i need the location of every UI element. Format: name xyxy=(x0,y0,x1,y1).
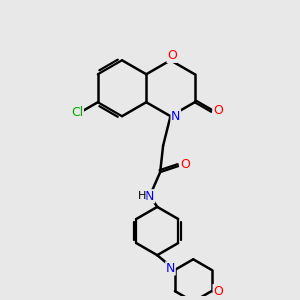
Text: N: N xyxy=(171,110,181,123)
Text: N: N xyxy=(166,262,175,275)
Text: Cl: Cl xyxy=(71,106,83,119)
Text: O: O xyxy=(213,285,223,298)
Text: O: O xyxy=(167,50,177,62)
Text: H: H xyxy=(137,191,146,201)
Text: O: O xyxy=(180,158,190,171)
Text: O: O xyxy=(213,104,223,117)
Text: N: N xyxy=(145,190,154,203)
